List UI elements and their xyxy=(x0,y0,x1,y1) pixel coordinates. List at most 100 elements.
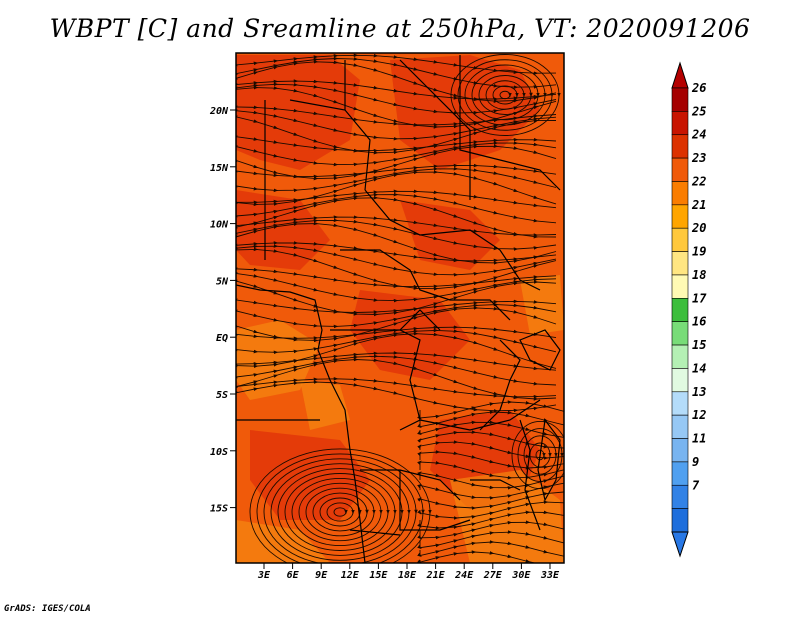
lon-label-0: 3E xyxy=(257,570,271,581)
colorbar-label-7: 19 xyxy=(692,245,706,259)
streamline-56 xyxy=(464,64,547,126)
border-12 xyxy=(360,469,461,501)
streamline-51 xyxy=(499,90,512,100)
colorbar-label-10: 16 xyxy=(692,315,706,329)
lon-label-2: 9E xyxy=(315,570,328,581)
border-0 xyxy=(236,284,366,563)
colorbar-label-8: 18 xyxy=(692,268,706,282)
lat-label-1: 15N xyxy=(210,163,229,174)
colorbar-swatch-15 xyxy=(671,438,689,463)
border-13 xyxy=(399,470,471,531)
grads-credit: GrADS: IGES/COLA xyxy=(4,604,91,614)
longitude-axis: 3E 6E 9E 12E 15E 18E 21E 24E 27E 30E 33E xyxy=(257,563,560,581)
border-11 xyxy=(419,399,541,431)
chart-title: WBPT [C] and Sreamline at 250hPa, VT: 20… xyxy=(49,14,751,43)
streamline-47 xyxy=(270,463,411,561)
map-frame xyxy=(235,52,565,564)
streamline-52 xyxy=(492,85,519,105)
streamline-48 xyxy=(263,458,418,563)
dark-patch-5 xyxy=(250,430,370,520)
lon-label-4: 15E xyxy=(369,570,388,581)
colorbar-swatch-9 xyxy=(671,298,689,322)
streamline-41 xyxy=(312,492,369,532)
border-4 xyxy=(399,59,471,200)
colorbar-swatch-16 xyxy=(671,461,689,486)
colorbar-swatch-8 xyxy=(671,274,689,299)
lon-label-8: 27E xyxy=(483,570,503,581)
colorbar-label-0: 26 xyxy=(691,81,706,95)
streamline-42 xyxy=(305,487,376,537)
lat-label-0: 20N xyxy=(209,106,229,117)
lon-label-7: 24E xyxy=(454,570,474,581)
lat-label-4: EQ xyxy=(216,333,228,344)
streamline-46 xyxy=(277,468,404,556)
lon-label-6: 21E xyxy=(426,570,446,581)
map-panel: 20N 15N 10N 5N EQ 5S 10S 15S 3E 6E 9E 12E 15E 18E 21E… xyxy=(209,52,565,581)
colorbar-label-12: 14 xyxy=(692,361,706,375)
colorbar-swatch-2 xyxy=(671,134,689,159)
border-9 xyxy=(399,309,441,331)
latitude-axis: 20N 15N 10N 5N EQ 5S 10S 15S xyxy=(209,106,236,515)
colorbar-label-14: 12 xyxy=(692,408,706,422)
colorbar-label-2: 24 xyxy=(691,128,706,142)
lon-label-3: 12E xyxy=(341,570,360,581)
colorbar-swatch-14 xyxy=(671,414,689,439)
colorbar-swatch-0 xyxy=(671,87,689,112)
streamline-44 xyxy=(291,478,390,546)
colorbar: 26 25 24 23 22 21 20 19 18 17 16 15 14 13 12 11 9 7 xyxy=(671,61,707,558)
streamline-53 xyxy=(485,80,526,110)
colorbar-swatch-6 xyxy=(671,227,689,252)
border-15 xyxy=(519,419,541,531)
lat-label-3: 5N xyxy=(216,276,229,287)
border-7 xyxy=(340,249,511,321)
lat-label-6: 10S xyxy=(210,447,228,458)
streamline-40 xyxy=(319,497,362,527)
colorbar-swatch-7 xyxy=(671,251,689,276)
streamlines xyxy=(236,53,564,563)
border-16 xyxy=(537,418,561,502)
border-6 xyxy=(364,189,541,291)
colorbar-label-3: 23 xyxy=(691,151,706,165)
streamline-55 xyxy=(471,69,540,121)
streamline-58 xyxy=(450,54,561,136)
border-5 xyxy=(459,55,561,191)
streamline-54 xyxy=(478,75,533,115)
border-10 xyxy=(479,339,521,431)
lon-label-1: 6E xyxy=(287,570,300,581)
border-14 xyxy=(349,529,401,536)
border-18 xyxy=(470,479,521,491)
lat-label-7: 15S xyxy=(210,504,228,515)
colorbar-label-6: 20 xyxy=(691,221,706,235)
colorbar-label-13: 13 xyxy=(692,385,706,399)
lat-label-2: 10N xyxy=(210,220,229,231)
colorbar-swatch-12 xyxy=(671,368,689,393)
lon-label-10: 33E xyxy=(540,570,560,581)
lon-label-9: 30E xyxy=(511,570,531,581)
border-17 xyxy=(519,329,561,371)
colorbar-swatch-5 xyxy=(671,204,689,229)
colorbar-bottom-arrow xyxy=(671,531,689,558)
streamline-45 xyxy=(284,473,397,551)
colorbar-swatch-13 xyxy=(671,391,689,416)
colorbar-swatch-11 xyxy=(671,344,689,369)
light-patch-1 xyxy=(236,520,330,563)
colorbar-label-4: 22 xyxy=(691,175,706,189)
colorbar-swatch-4 xyxy=(671,181,689,206)
border-8 xyxy=(330,329,421,431)
country-borders xyxy=(236,55,561,563)
streamline-79 xyxy=(417,550,549,563)
colorbar-label-11: 15 xyxy=(692,338,706,352)
streamline-57 xyxy=(457,59,554,131)
colorbar-swatch-10 xyxy=(671,321,689,346)
lat-label-5: 5S xyxy=(216,390,228,401)
colorbar-swatch-3 xyxy=(671,157,689,182)
streamline-39 xyxy=(326,502,355,522)
colorbar-top-arrow xyxy=(671,61,689,89)
streamline-38 xyxy=(333,507,348,517)
border-2 xyxy=(289,99,371,191)
colorbar-label-1: 25 xyxy=(691,104,706,118)
streamline-43 xyxy=(298,482,383,542)
colorbar-swatch-17 xyxy=(671,484,689,509)
colorbar-label-17: 7 xyxy=(692,478,700,492)
